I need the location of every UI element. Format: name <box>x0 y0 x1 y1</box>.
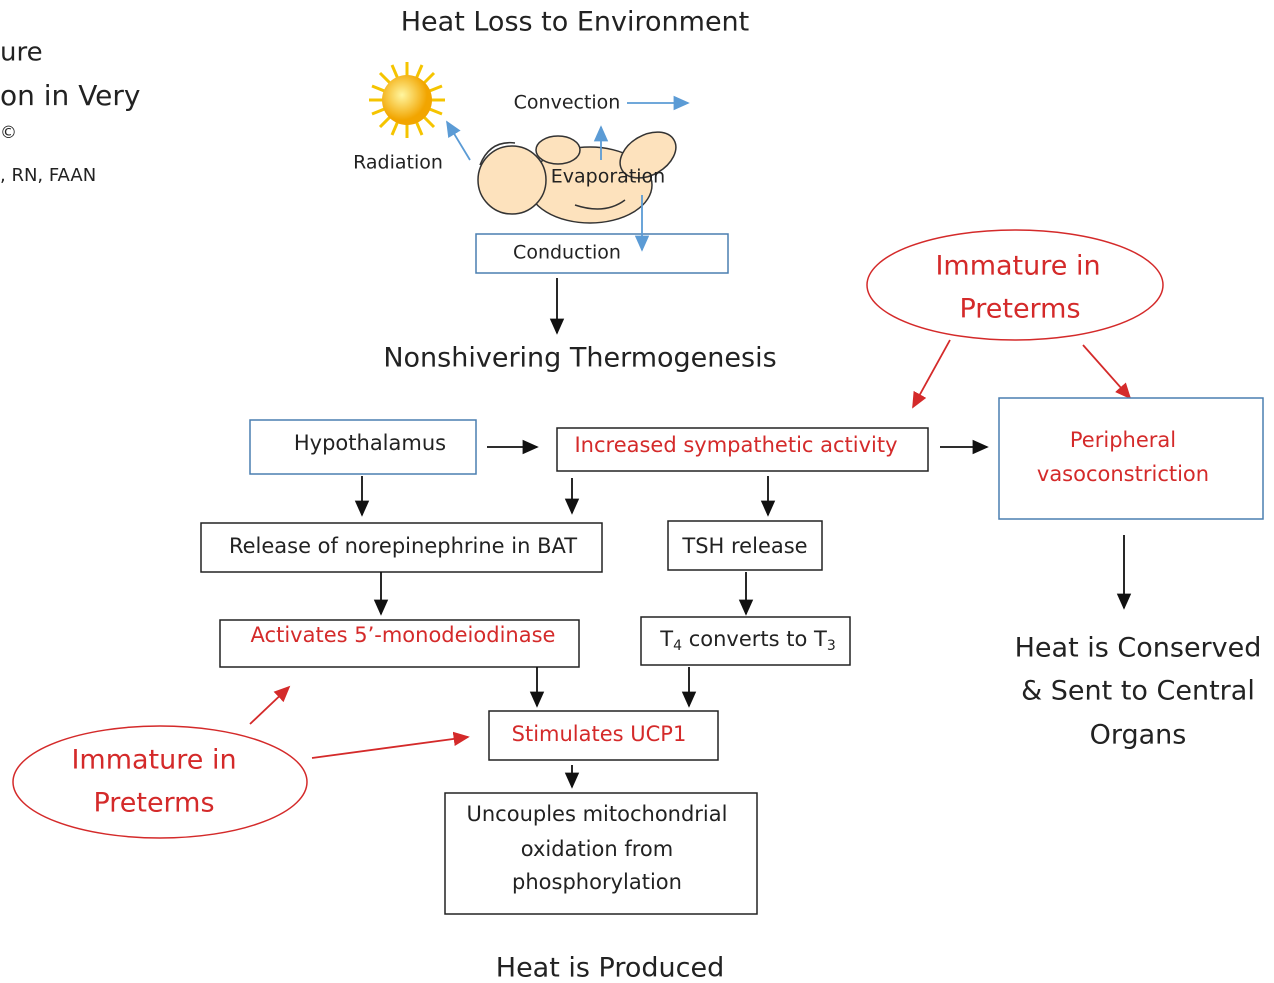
node-box <box>249 419 477 475</box>
outcome: Heat is Produced <box>496 953 724 983</box>
node-label: TSH release <box>681 534 807 558</box>
title: Heat Loss to Environment <box>401 7 750 38</box>
evaporation-label: Evaporation <box>551 166 665 188</box>
side-text: , RN, FAAN <box>0 165 96 186</box>
node-label: vasoconstriction <box>1037 462 1209 486</box>
node-box <box>219 619 580 668</box>
node-box <box>640 616 851 666</box>
radiation-label: Radiation <box>353 152 443 174</box>
node-label: Uncouples mitochondrial <box>467 802 728 826</box>
outcome: Organs <box>1090 720 1187 751</box>
immature-text: Immature in <box>935 251 1100 282</box>
node-label: Increased sympathetic activity <box>574 433 897 457</box>
subscript: 4 <box>673 638 682 654</box>
immature-text: Preterms <box>959 294 1080 325</box>
sun-icon <box>369 62 445 138</box>
subscript: 3 <box>827 638 836 654</box>
node-label: Activates 5’-monodeiodinase <box>251 623 556 647</box>
immature-text: Immature in <box>71 745 236 776</box>
node-label: Stimulates UCP1 <box>512 722 687 746</box>
arrow <box>311 731 470 759</box>
side-text: ure <box>0 38 43 68</box>
node-box <box>444 792 758 915</box>
node-label: Release of norepinephrine in BAT <box>229 534 577 558</box>
side-text: on in Very <box>0 79 141 112</box>
baby-icon <box>477 131 677 224</box>
text-part: converts to T <box>682 627 827 651</box>
outcome: & Sent to Central <box>1021 676 1255 707</box>
node-label: T4 converts to T3 <box>659 627 835 654</box>
conduction-label: Conduction <box>513 242 621 264</box>
convection-label: Convection <box>514 92 621 114</box>
node-box <box>998 397 1264 520</box>
node-box <box>200 522 603 573</box>
node-label: oxidation from <box>521 837 673 861</box>
side-text: © <box>0 123 17 143</box>
arrow <box>249 685 291 725</box>
node-label: Peripheral <box>1070 428 1176 452</box>
node-label: phosphorylation <box>512 870 682 894</box>
ellipse <box>866 229 1164 341</box>
arrow <box>1082 344 1132 400</box>
mechanism: Nonshivering Thermogenesis <box>383 343 776 374</box>
conduction-box <box>475 233 729 274</box>
outcome: Heat is Conserved <box>1015 633 1262 664</box>
node-box <box>667 520 823 571</box>
immature-text: Preterms <box>93 788 214 819</box>
ellipse <box>12 725 308 839</box>
arrow <box>446 120 471 161</box>
node-box <box>488 710 719 761</box>
text-part: T <box>659 627 673 651</box>
arrow <box>912 339 951 409</box>
node-box <box>556 427 929 472</box>
node-label: Hypothalamus <box>294 431 446 455</box>
